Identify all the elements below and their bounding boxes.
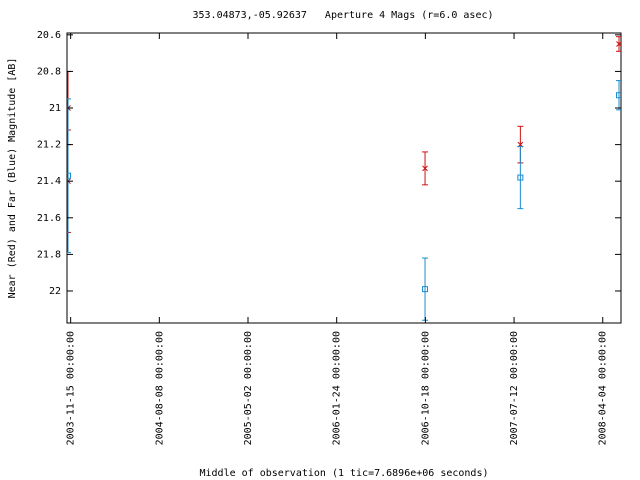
x-tick-label: 2006-10-18 00:00:00	[420, 331, 431, 445]
point	[517, 174, 524, 181]
x-tick-label: 2006-01-24 00:00:00	[332, 331, 343, 445]
x-tick-label: 2005-05-02 00:00:00	[243, 331, 254, 445]
error-bar	[67, 98, 71, 254]
y-tick-label: 20.8	[37, 66, 61, 77]
y-tick-label: 21.2	[37, 140, 61, 151]
y-tick-label: 20.6	[37, 30, 61, 41]
plot-border	[66, 32, 622, 324]
y-tick-label: 21.4	[37, 176, 61, 187]
y-tick-label: 21	[49, 103, 61, 114]
point	[67, 172, 71, 179]
plot-area	[67, 36, 621, 321]
x-tick-label: 2003-11-15 00:00:00	[66, 331, 77, 445]
x-tick-label: 2008-04-04 00:00:00	[598, 331, 609, 445]
point	[616, 92, 621, 99]
chart-title: 353.04873,-05.92637 Aperture 4 Mags (r=6…	[192, 10, 493, 21]
y-tick-label: 21.8	[37, 249, 61, 260]
error-bar	[517, 145, 524, 210]
error-bar	[616, 80, 621, 111]
point	[422, 286, 429, 293]
point	[422, 165, 428, 172]
y-axis-label: Near (Red) and Far (Blue) Magnitude [AB]	[7, 58, 18, 299]
x-tick-label: 2004-08-08 00:00:00	[154, 331, 165, 445]
point	[616, 41, 621, 47]
y-tick-label: 21.6	[37, 213, 61, 224]
x-axis-label: Middle of observation (1 tic=7.6896e+06 …	[200, 468, 489, 479]
x-tick-label: 2007-07-12 00:00:00	[509, 331, 520, 445]
y-tick-label: 22	[49, 286, 61, 297]
